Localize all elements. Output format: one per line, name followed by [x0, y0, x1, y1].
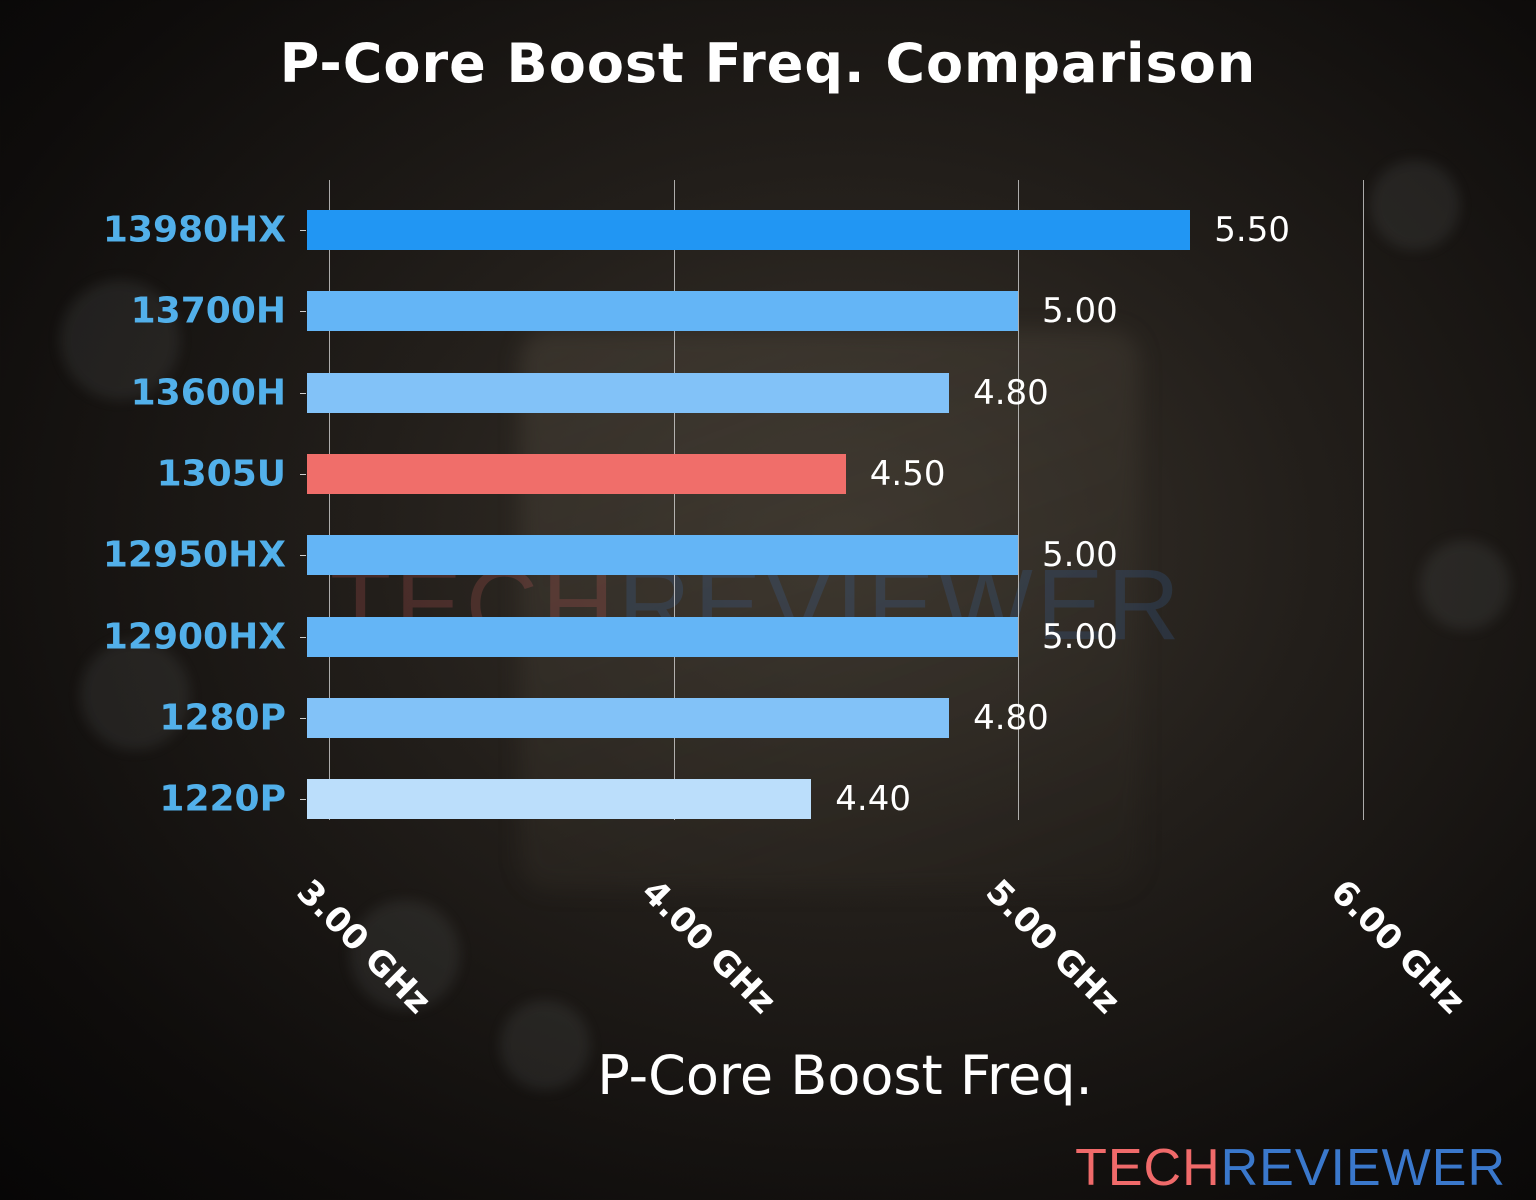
- y-tick: [300, 555, 306, 557]
- bar-value-label: 5.00: [1042, 535, 1118, 576]
- y-category-label: 13700H: [130, 290, 286, 332]
- y-tick: [300, 392, 306, 394]
- y-category-label: 12950HX: [102, 534, 286, 576]
- y-tick: [300, 311, 306, 313]
- y-tick: [300, 717, 306, 719]
- y-category-label: 13600H: [130, 372, 286, 414]
- y-tick: [300, 473, 306, 475]
- bar-12900HX: [307, 616, 1018, 657]
- bar-value-label: 4.50: [869, 453, 946, 494]
- y-category-label: 1305U: [156, 453, 286, 495]
- y-tick: [300, 230, 306, 231]
- gridline: [329, 180, 330, 820]
- bar-value-label: 5.00: [1042, 291, 1118, 332]
- background-bokeh: [1420, 540, 1510, 630]
- y-tick: [300, 799, 306, 801]
- chart-title: P-Core Boost Freq. Comparison: [279, 32, 1257, 95]
- bar-value-label: 4.80: [973, 697, 1049, 738]
- bar-1280P: [307, 697, 950, 738]
- bar-1305U: [307, 453, 846, 494]
- bar-12950HX: [307, 535, 1018, 576]
- y-category-label: 1280P: [159, 697, 286, 739]
- techreviewer-logo: TECHREVIEWER: [1075, 1139, 1506, 1197]
- y-category-label: 13980HX: [102, 209, 286, 251]
- bar-value-label: 4.40: [835, 779, 911, 820]
- background-bokeh: [350, 900, 460, 1010]
- gridline: [1362, 180, 1364, 820]
- x-tick-label: 5.00 GHz: [977, 872, 1128, 1022]
- x-tick-label: 4.00 GHz: [633, 872, 784, 1022]
- y-category-label: 1220P: [159, 778, 286, 820]
- y-category-label: 12900HX: [102, 616, 286, 657]
- x-axis-title: P-Core Boost Freq.: [597, 1044, 1093, 1107]
- gridline: [673, 180, 675, 820]
- bar-13980HX: [307, 210, 1191, 250]
- background-bokeh: [1370, 160, 1460, 250]
- bar-value-label: 5.50: [1214, 210, 1290, 250]
- bar-13600H: [307, 372, 950, 413]
- bar-1220P: [307, 779, 812, 820]
- gridline: [1018, 180, 1019, 820]
- background-bokeh: [60, 280, 180, 400]
- x-tick-label: 3.00 GHz: [288, 872, 439, 1022]
- x-tick-label: 6.00 GHz: [1322, 872, 1473, 1022]
- bar-value-label: 4.80: [973, 372, 1049, 413]
- bar-value-label: 5.00: [1042, 616, 1118, 657]
- background-bokeh: [80, 640, 190, 750]
- bar-13700H: [307, 291, 1018, 332]
- y-tick: [300, 636, 306, 638]
- background-bokeh: [500, 1000, 590, 1090]
